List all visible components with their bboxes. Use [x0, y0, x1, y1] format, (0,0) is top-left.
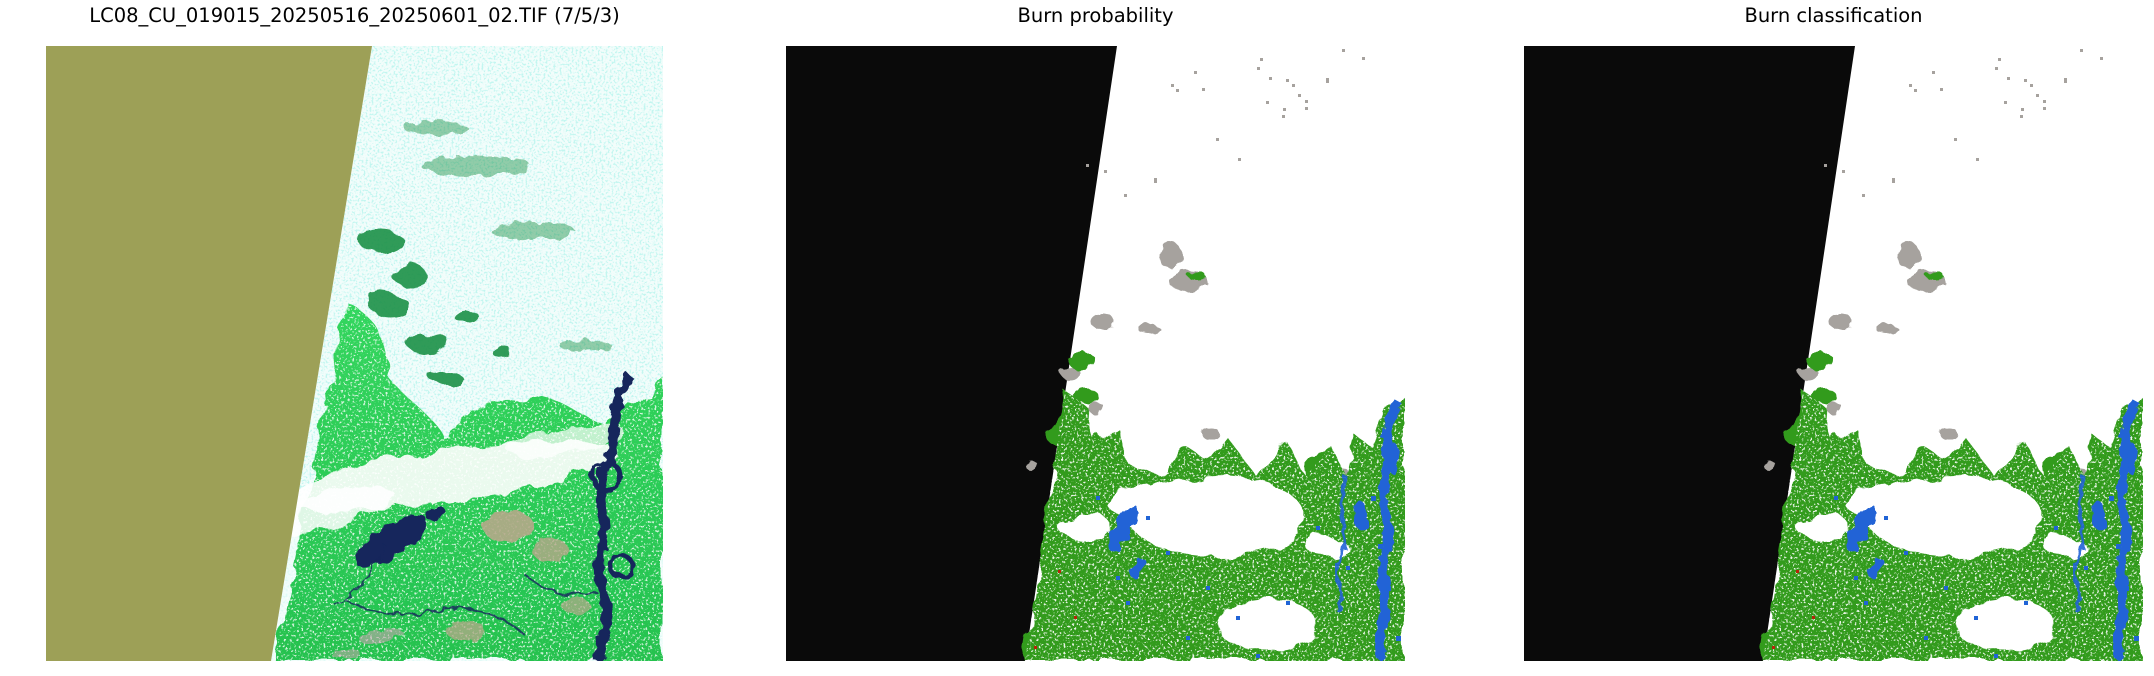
panel-title-satellite: LC08_CU_019015_20250516_20250601_02.TIF … — [46, 4, 663, 31]
creeks — [335, 545, 597, 637]
faint-vegetation-traces — [404, 121, 612, 352]
panel-title-burn-classification-text: Burn classification — [1744, 4, 1923, 27]
oxbow-loop — [589, 459, 623, 493]
panel-title-burn-probability-text: Burn probability — [1017, 4, 1174, 27]
soil-patches — [331, 510, 590, 659]
water-features — [335, 372, 663, 661]
lake — [354, 506, 446, 568]
satellite-image — [46, 46, 663, 661]
burn-probability-panel — [786, 46, 1405, 661]
burn-classification-map — [1524, 46, 2143, 661]
burn-classification-panel — [1524, 46, 2143, 661]
burn-probability-map — [786, 46, 1405, 661]
panel-title-satellite-text: LC08_CU_019015_20250516_20250601_02.TIF … — [89, 4, 620, 27]
panel-title-burn-probability: Burn probability — [786, 4, 1405, 31]
oxbow-loop — [607, 552, 635, 580]
nodata-region-olive — [46, 46, 372, 661]
river-main — [593, 372, 635, 661]
satellite-image-panel — [46, 46, 663, 661]
panel-title-burn-classification: Burn classification — [1524, 4, 2143, 31]
